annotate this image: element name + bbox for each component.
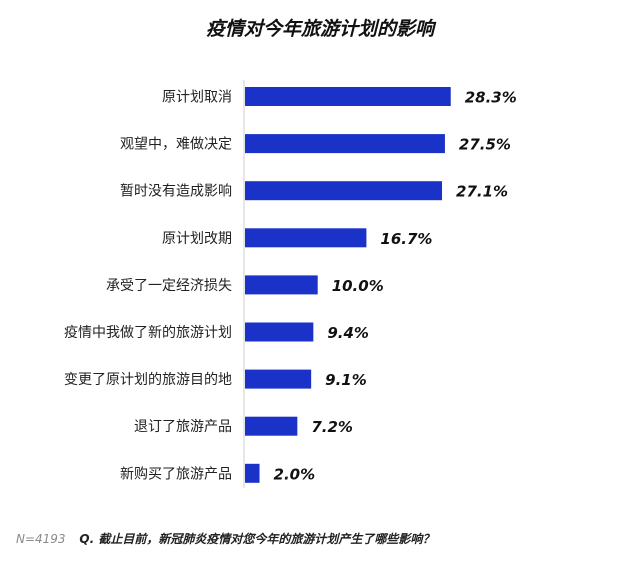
value-label: 7.2% (311, 418, 353, 436)
bar (245, 416, 298, 436)
bar (245, 134, 445, 154)
bar (245, 228, 367, 248)
value-label: 28.3% (465, 89, 517, 107)
value-label: 9.4% (327, 324, 369, 342)
value-label: 9.1% (325, 371, 367, 389)
bar (245, 463, 260, 483)
value-label: 27.5% (459, 136, 511, 154)
category-label: 原计划改期 (162, 231, 232, 247)
chart-title: 疫情对今年旅游计划的影响 (205, 18, 434, 40)
value-label: 27.1% (456, 183, 508, 201)
footnote: N=4193 Q. 截止目前，新冠肺炎疫情对您今年的旅游计划产生了哪些影响？ (16, 530, 434, 547)
category-label: 变更了原计划的旅游目的地 (64, 372, 232, 388)
value-label: 10.0% (332, 277, 384, 295)
bar (245, 181, 443, 201)
bar (245, 322, 314, 342)
category-label: 承受了一定经济损失 (106, 278, 232, 294)
value-label: 2.0% (274, 465, 316, 483)
sample-size: N=4193 (16, 532, 66, 546)
bar (245, 275, 318, 295)
bar (245, 369, 312, 389)
bars-group: 原计划取消 28.3% 观望中，难做决定 27.5% 暂时没有造成影响 27.1% 原计划改… (64, 87, 517, 483)
category-label: 退订了旅游产品 (134, 419, 232, 435)
category-label: 疫情中我做了新的旅游计划 (64, 325, 232, 341)
category-label: 暂时没有造成影响 (120, 184, 232, 200)
survey-question: Q. 截止目前，新冠肺炎疫情对您今年的旅游计划产生了哪些影响？ (79, 532, 435, 546)
bar (245, 87, 451, 106)
value-label: 16.7% (380, 230, 432, 248)
category-label: 观望中，难做决定 (120, 137, 232, 153)
category-label: 新购买了旅游产品 (120, 466, 232, 482)
category-label: 原计划取消 (162, 90, 232, 106)
